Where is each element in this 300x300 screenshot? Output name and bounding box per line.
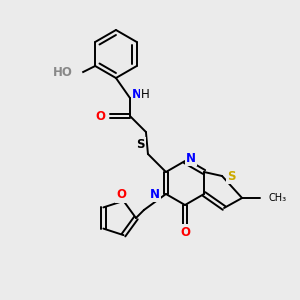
Text: O: O [180, 226, 190, 238]
Text: N: N [132, 88, 142, 101]
Text: HO: HO [53, 65, 73, 79]
Text: O: O [95, 110, 105, 122]
Text: N: N [150, 188, 160, 200]
Text: CH₃: CH₃ [268, 193, 286, 203]
Text: S: S [136, 138, 145, 151]
Text: O: O [116, 188, 127, 201]
Text: N: N [186, 152, 196, 164]
Text: H: H [141, 88, 150, 101]
Text: S: S [227, 169, 236, 182]
